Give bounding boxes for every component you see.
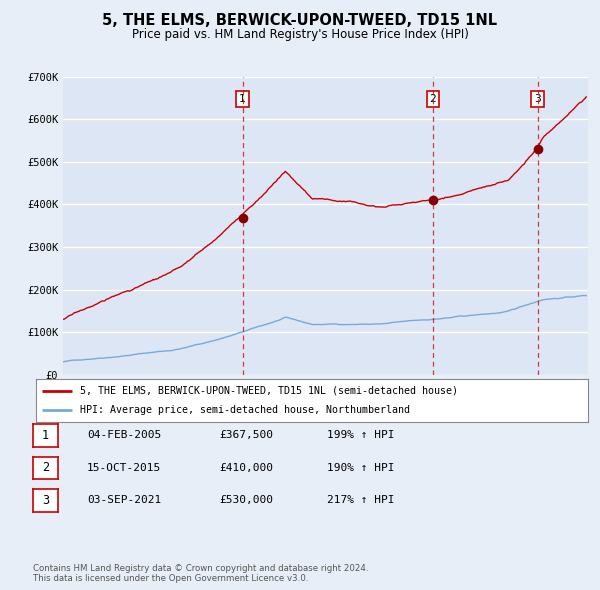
Text: Contains HM Land Registry data © Crown copyright and database right 2024.
This d: Contains HM Land Registry data © Crown c… bbox=[33, 563, 368, 583]
Text: £367,500: £367,500 bbox=[219, 431, 273, 440]
Text: 1: 1 bbox=[239, 94, 246, 104]
Text: 199% ↑ HPI: 199% ↑ HPI bbox=[327, 431, 395, 440]
Text: 190% ↑ HPI: 190% ↑ HPI bbox=[327, 463, 395, 473]
Text: 1: 1 bbox=[42, 429, 49, 442]
Text: 3: 3 bbox=[42, 494, 49, 507]
Text: HPI: Average price, semi-detached house, Northumberland: HPI: Average price, semi-detached house,… bbox=[80, 405, 410, 415]
Text: 5, THE ELMS, BERWICK-UPON-TWEED, TD15 1NL: 5, THE ELMS, BERWICK-UPON-TWEED, TD15 1N… bbox=[103, 13, 497, 28]
Text: 5, THE ELMS, BERWICK-UPON-TWEED, TD15 1NL (semi-detached house): 5, THE ELMS, BERWICK-UPON-TWEED, TD15 1N… bbox=[80, 386, 458, 396]
Text: 03-SEP-2021: 03-SEP-2021 bbox=[87, 496, 161, 505]
Text: £530,000: £530,000 bbox=[219, 496, 273, 505]
Text: Price paid vs. HM Land Registry's House Price Index (HPI): Price paid vs. HM Land Registry's House … bbox=[131, 28, 469, 41]
Text: 04-FEB-2005: 04-FEB-2005 bbox=[87, 431, 161, 440]
Text: 217% ↑ HPI: 217% ↑ HPI bbox=[327, 496, 395, 505]
Text: 3: 3 bbox=[534, 94, 541, 104]
Text: 2: 2 bbox=[430, 94, 436, 104]
Text: £410,000: £410,000 bbox=[219, 463, 273, 473]
Text: 2: 2 bbox=[42, 461, 49, 474]
Text: 15-OCT-2015: 15-OCT-2015 bbox=[87, 463, 161, 473]
